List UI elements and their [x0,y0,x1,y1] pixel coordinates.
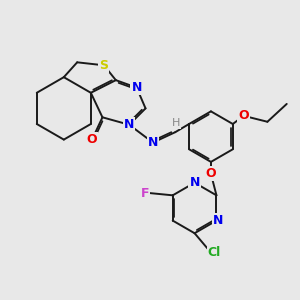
Text: N: N [213,214,223,227]
Text: S: S [99,59,108,72]
Text: N: N [124,118,134,131]
Text: Cl: Cl [208,246,221,259]
Text: O: O [238,109,249,122]
Text: N: N [148,136,158,149]
Text: O: O [206,167,216,180]
Text: N: N [131,81,142,94]
Text: F: F [140,187,149,200]
Text: O: O [87,133,98,146]
Text: N: N [189,176,200,189]
Text: H: H [172,118,180,128]
